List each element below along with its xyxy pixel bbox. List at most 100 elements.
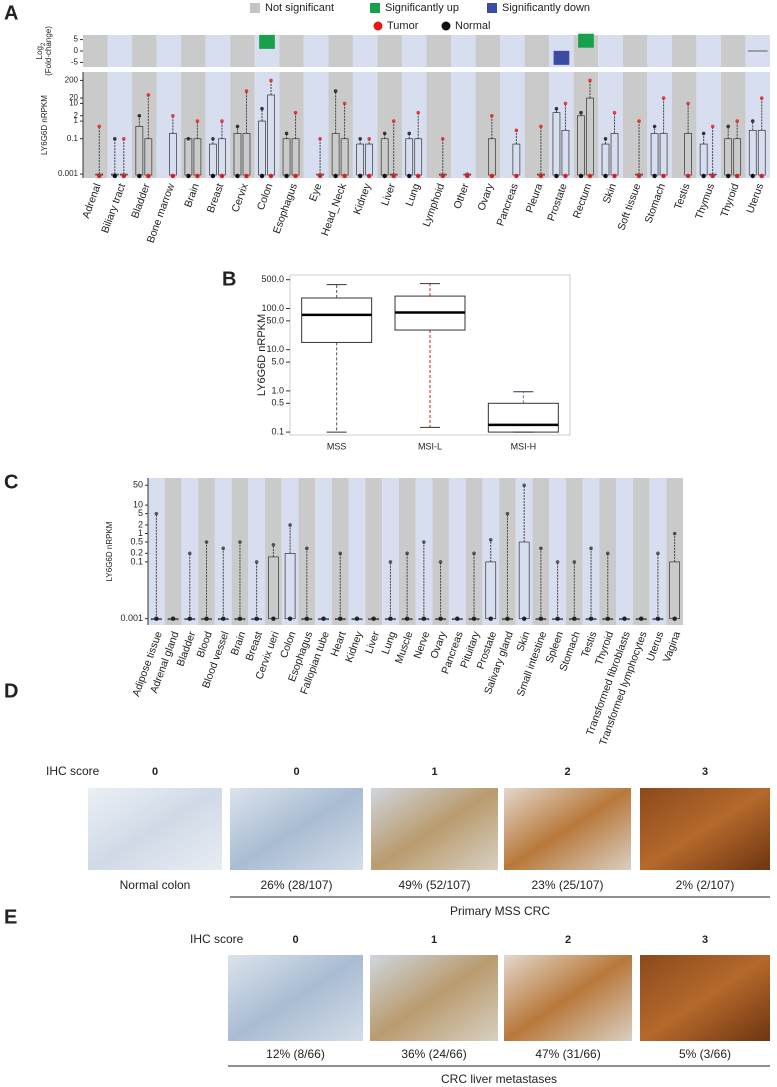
- point: [734, 173, 740, 179]
- point: [195, 173, 200, 179]
- column-band: [83, 35, 108, 67]
- point: [121, 173, 127, 179]
- y-tick-label: 1: [74, 116, 79, 125]
- point: [612, 110, 617, 115]
- x-tick-label: Pancreas: [494, 182, 520, 228]
- point: [354, 616, 360, 621]
- legend-swatch: [370, 3, 380, 13]
- point: [220, 119, 224, 123]
- point: [317, 173, 323, 179]
- column-band: [352, 35, 378, 67]
- point: [750, 119, 755, 123]
- point: [305, 546, 309, 551]
- y-tick-label: 50.0: [266, 315, 284, 325]
- y-tick-label: 0.1: [67, 134, 79, 143]
- legend-marker: [441, 21, 451, 31]
- point: [422, 540, 426, 544]
- point: [259, 173, 265, 179]
- y-tick-label: -5: [71, 58, 79, 67]
- x-tick-label: Adrenal: [80, 182, 104, 220]
- point: [171, 113, 175, 118]
- point: [588, 78, 592, 83]
- x-tick-label: Cervix: [229, 181, 251, 214]
- column-band: [156, 72, 182, 178]
- panel-label: A: [4, 2, 18, 24]
- column-band: [475, 35, 501, 67]
- point: [685, 173, 691, 179]
- x-tick-label: Liver: [379, 181, 398, 207]
- point: [287, 616, 293, 621]
- ihc-caption: 36% (24/66): [401, 1047, 466, 1061]
- column-band: [181, 35, 206, 67]
- panel-label: E: [4, 906, 17, 928]
- x-tick-label: Colon: [255, 182, 276, 212]
- column-band: [348, 478, 366, 625]
- point: [538, 616, 544, 621]
- column-band: [426, 35, 452, 67]
- column-band: [632, 478, 650, 625]
- column-band: [365, 478, 383, 625]
- x-tick-label: Bladder: [129, 181, 153, 220]
- point: [726, 124, 730, 129]
- ihc-image: [640, 955, 770, 1041]
- column-band: [265, 478, 282, 625]
- y-tick-label: 20: [69, 93, 78, 102]
- point: [342, 101, 347, 106]
- point: [465, 173, 470, 179]
- group-label: CRC liver metastases: [441, 1072, 557, 1086]
- point: [321, 616, 326, 621]
- point: [505, 616, 510, 621]
- legend-label: Significantly down: [502, 2, 590, 14]
- legend-label: Not significant: [265, 2, 334, 14]
- point: [97, 173, 102, 179]
- x-tick-label: Testis: [672, 182, 692, 211]
- x-tick-label: Skin: [601, 182, 619, 205]
- point: [455, 616, 460, 621]
- y-tick-label: 5.0: [271, 356, 284, 366]
- point: [725, 173, 731, 179]
- ihc-score: 1: [431, 766, 437, 778]
- x-tick-label: Head_Neck: [319, 181, 349, 237]
- point: [367, 136, 371, 141]
- y-tick-label: 2: [74, 111, 79, 120]
- point: [219, 173, 225, 179]
- fold-axis-label: Log2: [35, 42, 46, 59]
- point: [639, 616, 644, 621]
- point: [186, 173, 191, 179]
- panel-label: C: [4, 471, 18, 493]
- point: [578, 173, 584, 179]
- column-band: [107, 72, 133, 178]
- point: [284, 173, 289, 179]
- column-band: [696, 35, 721, 67]
- group-label: Primary MSS CRC: [450, 904, 550, 918]
- point: [440, 173, 445, 179]
- y-tick-label: 1: [138, 528, 143, 538]
- point: [440, 136, 445, 141]
- point: [254, 560, 259, 564]
- y-tick-label: 0.2: [130, 548, 143, 558]
- point: [661, 173, 666, 179]
- point: [636, 173, 642, 179]
- x-tick-label: Soft tissue: [615, 182, 643, 232]
- x-tick-label: Ovary: [475, 181, 496, 212]
- ihc-caption: 23% (25/107): [531, 878, 603, 892]
- point: [137, 173, 142, 179]
- point: [521, 616, 527, 621]
- point: [407, 173, 412, 179]
- point: [652, 124, 657, 129]
- point: [388, 616, 393, 621]
- point: [612, 173, 617, 179]
- x-tick-label: Thymus: [693, 182, 717, 221]
- column-band: [303, 72, 329, 178]
- point: [221, 546, 226, 551]
- column-band: [426, 72, 452, 178]
- point: [221, 616, 226, 621]
- y-tick-label: 10: [69, 99, 78, 108]
- ihc-image: [370, 955, 498, 1041]
- ihc-caption: 5% (3/66): [679, 1047, 731, 1061]
- ihc-score: 3: [702, 766, 708, 778]
- x-tick-label: Thyroid: [718, 182, 741, 219]
- y-tick-label: 2: [138, 519, 143, 529]
- y-tick-label: 0.5: [271, 398, 284, 408]
- point: [605, 616, 610, 621]
